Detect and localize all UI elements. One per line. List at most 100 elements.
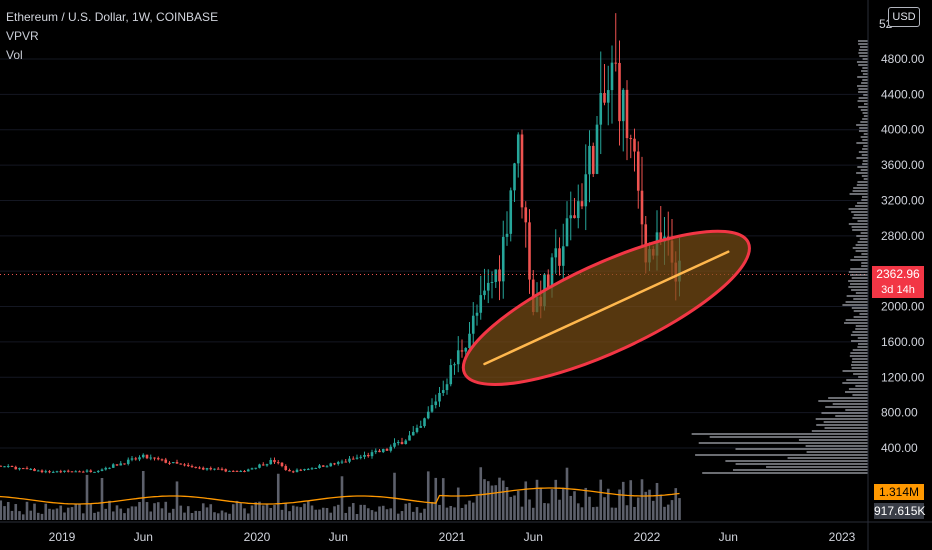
vpvr-bar: [861, 175, 868, 177]
volume-ma-line: [0, 487, 680, 505]
candle-body: [423, 418, 426, 427]
candle-body: [389, 446, 393, 451]
volume-bar: [558, 499, 561, 520]
candle-body: [18, 468, 21, 470]
vpvr-bar: [857, 85, 868, 87]
volume-bar: [678, 498, 681, 520]
candle-body: [614, 62, 618, 64]
vpvr-bar: [845, 391, 868, 393]
volume-bar: [29, 510, 33, 520]
candle-body: [205, 468, 209, 470]
vpvr-bar: [823, 421, 868, 423]
volume-bar: [134, 506, 138, 520]
vpvr-bar: [851, 307, 868, 309]
candle-body: [175, 462, 179, 464]
vpvr-bar: [852, 349, 868, 351]
candle-body: [78, 471, 81, 473]
currency-badge[interactable]: USD: [888, 7, 920, 27]
volume-bar: [171, 508, 175, 520]
vpvr-bar: [845, 319, 868, 321]
candle-body: [288, 469, 291, 472]
vpvr-bar: [861, 82, 868, 84]
vpvr-bar: [828, 397, 868, 399]
volume-bar: [66, 507, 70, 520]
trend-line[interactable]: [483, 250, 730, 366]
candle-body: [370, 452, 374, 457]
candle-body: [261, 464, 265, 466]
vpvr-bar: [835, 415, 868, 417]
candle-body: [93, 471, 96, 473]
vpvr-bar: [725, 460, 868, 462]
candle-body: [475, 312, 479, 316]
bar-countdown: 3d 14h: [881, 284, 915, 296]
price-axis-panel[interactable]: [868, 0, 932, 522]
time-tick-label: Jun: [719, 530, 738, 544]
candle-body: [408, 435, 411, 441]
volume-bar: [265, 503, 269, 520]
candle-body: [111, 464, 115, 468]
volume-bar: [546, 503, 550, 520]
volume-bar: [123, 513, 126, 520]
volume-bar: [633, 506, 636, 520]
volume-bar: [655, 482, 659, 520]
vpvr-bar: [861, 196, 868, 198]
vpvr-bar: [855, 244, 868, 246]
candle-body: [179, 463, 183, 465]
volume-bar: [216, 513, 220, 520]
indicator-vol[interactable]: Vol: [6, 48, 23, 62]
vpvr-bar: [857, 181, 868, 183]
candle-body: [295, 469, 299, 473]
vpvr-bar: [857, 76, 868, 78]
vpvr-bar: [862, 139, 868, 141]
candle-body: [0, 465, 3, 467]
vpvr-bar: [735, 463, 868, 465]
candle-body: [269, 459, 273, 465]
volume-bar: [569, 495, 573, 520]
volume-bar: [183, 512, 186, 520]
volume-bar: [528, 499, 531, 520]
candle-body: [306, 469, 310, 471]
candle-body: [355, 457, 359, 459]
vpvr-bar: [825, 406, 868, 408]
vpvr-bar: [846, 295, 868, 297]
volume-bar: [89, 504, 93, 520]
volume-bar: [201, 503, 205, 520]
volume-bar: [348, 506, 351, 520]
price-tick-label: 4000.00: [881, 123, 925, 137]
price-tick-label: 2000.00: [881, 300, 925, 314]
volume-bar: [175, 481, 179, 520]
volume-bar: [393, 472, 396, 520]
candle-body: [550, 257, 554, 288]
indicator-vpvr[interactable]: VPVR: [6, 29, 39, 43]
volume-bar: [336, 504, 340, 520]
candle-body: [243, 471, 246, 473]
candle-body: [254, 467, 258, 469]
vpvr-bar: [852, 247, 868, 249]
ellipse-annotation[interactable]: [446, 203, 767, 414]
price-tick-label: 800.00: [881, 406, 918, 420]
price-tick-label: 1200.00: [881, 370, 925, 384]
candle-body: [44, 471, 48, 473]
price-tick-label: 3200.00: [881, 193, 925, 207]
candle-body: [186, 464, 190, 467]
candle-body: [235, 470, 239, 472]
candle-body: [265, 464, 269, 466]
vpvr-bar: [857, 202, 868, 204]
symbol-title[interactable]: Ethereum / U.S. Dollar, 1W, COINBASE: [6, 10, 219, 24]
candle-body: [633, 138, 636, 152]
volume-bar: [153, 503, 156, 520]
candle-body: [89, 470, 93, 472]
volume-bar: [51, 509, 55, 520]
volume-bar: [400, 511, 404, 520]
vpvr-bar: [821, 412, 868, 414]
vpvr-bar: [848, 286, 868, 288]
volume-bar: [636, 497, 640, 520]
vpvr-bar: [735, 448, 868, 450]
volume-bar: [434, 477, 438, 520]
candle-body: [385, 449, 389, 451]
candle-body: [85, 470, 89, 472]
vpvr-bar: [860, 169, 868, 171]
vpvr-bar: [855, 292, 868, 294]
volume-bar: [644, 491, 648, 520]
